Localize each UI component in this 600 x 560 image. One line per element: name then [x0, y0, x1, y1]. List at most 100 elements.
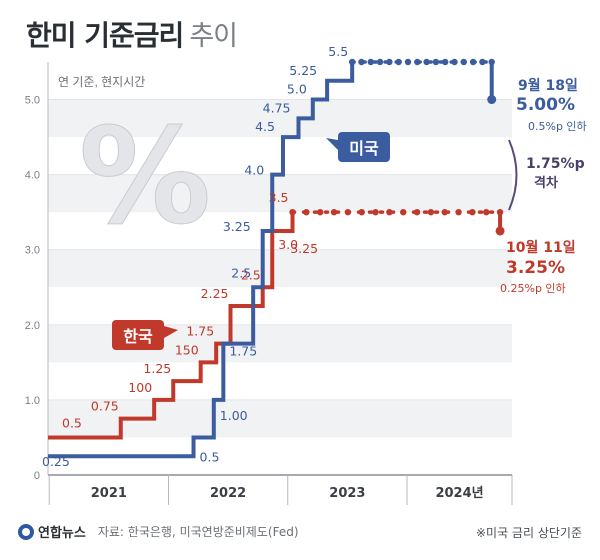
us-hold-dot [460, 58, 468, 66]
kr-step-label: 0.5 [62, 415, 82, 430]
us-step-label: 4.5 [255, 119, 275, 134]
kr-hold-dot [358, 208, 365, 216]
grid-band [48, 174, 512, 213]
grid-layer [48, 99, 512, 476]
y-tick-label: 4.0 [25, 170, 40, 182]
kr-hold-dot [496, 208, 504, 216]
kr-step-label: 3.0 [278, 237, 298, 252]
kr-hold-dot [372, 208, 379, 216]
us-hold-dot [376, 58, 384, 66]
kr-step-label: 100 [128, 380, 152, 395]
brand-name: 연합뉴스 [38, 526, 86, 541]
footer-note: ※미국 금리 상단기준 [475, 526, 582, 540]
kr-series-tag: 한국 [112, 320, 178, 350]
grid-band [48, 249, 512, 288]
rate-chart: % 연 기준, 현지시간 0 1.0 2.0 3.0 4.0 5.0 2021 2022 202… [25, 44, 587, 505]
kr-hold-dot [427, 208, 435, 216]
kr-cut-note: 0.25%p 인하 [500, 281, 566, 295]
us-hold-dot [488, 58, 495, 66]
y-tick-label: 2.0 [25, 320, 40, 332]
chart-note: 연 기준, 현지시간 [58, 75, 145, 89]
source-text: 자료: 한국은행, 미국연방준비제도(Fed) [97, 525, 299, 539]
us-hold-dot [423, 58, 430, 66]
us-step-label: 1.00 [220, 408, 248, 423]
us-hold-dot [404, 58, 412, 66]
us-hold-dot [479, 58, 486, 66]
us-hold-dot [414, 58, 421, 66]
kr-hold-dot [400, 208, 407, 216]
us-series-tag: 미국 [326, 132, 390, 162]
kr-step-label: 2.25 [201, 286, 229, 301]
x-tick-label: 2021 [91, 486, 127, 501]
us-rate-line [48, 62, 355, 459]
kr-hold-dot [483, 208, 490, 216]
kr-step-label: 1.75 [186, 324, 214, 339]
kr-hold-dot [455, 208, 462, 216]
us-cut-note: 0.5%p 인하 [528, 119, 587, 133]
grid-band [48, 99, 512, 138]
kr-rate-line [48, 212, 295, 440]
y-tick-label: 0 [34, 470, 40, 482]
us-hold-dot [442, 58, 449, 66]
us-step-label: 2.5 [231, 265, 251, 280]
gap-label: 격차 [534, 175, 558, 191]
footer-source: 연합뉴스 자료: 한국은행, 미국연방준비제도(Fed) [18, 522, 299, 541]
us-cut-date: 9월 18일 [518, 77, 578, 94]
us-hold-dot [469, 58, 477, 66]
y-tick-label: 5.0 [25, 95, 40, 107]
kr-hold-dot [303, 208, 310, 216]
us-hold-dot [367, 58, 374, 66]
kr-hold-dot [344, 208, 352, 216]
kr-hold-dot [441, 208, 448, 216]
us-hold-dot [451, 58, 458, 66]
us-step-label: 1.75 [229, 344, 257, 359]
kr-hold-dot [413, 208, 421, 216]
us-hold-dot [395, 58, 402, 66]
us-hold-dot [348, 58, 356, 66]
us-rate-value: 5.00% [516, 95, 575, 115]
us-step-label: 4.0 [244, 163, 264, 178]
us-step-label: 5.25 [289, 63, 317, 78]
us-hold-dot [386, 58, 393, 66]
gap-annotation: 1.75%p 격차 [508, 139, 585, 211]
kr-step-label: 3.25 [290, 241, 318, 256]
title: 한미 기준금리 추이 [26, 14, 238, 54]
x-tick-label: 2024년 [435, 486, 483, 501]
us-hold-dot [358, 58, 365, 66]
title-sub: 추이 [189, 21, 238, 52]
data-label-layer: 0.50.751001.251501.752.252.53.03.253.50.… [42, 44, 348, 469]
kr-tag-label: 한국 [123, 327, 153, 346]
us-step-label: 3.25 [223, 219, 251, 234]
kr-rate-value: 3.25% [506, 258, 565, 278]
kr-hold-dot [330, 208, 338, 216]
kr-step-label: 2.5 [241, 267, 261, 282]
kr-hold-dot [316, 208, 324, 216]
us-end-point [487, 95, 497, 105]
kr-hold-dot [469, 208, 476, 216]
kr-hold-dot [386, 208, 393, 216]
kr-step-label: 0.75 [91, 399, 119, 414]
series-layer [48, 58, 505, 459]
us-cut-annotation: 9월 18일 5.00% 0.5%p 인하 [516, 77, 587, 133]
x-tick-label: 2023 [329, 486, 365, 501]
us-step-label: 5.0 [287, 82, 307, 97]
us-step-label: 5.5 [328, 44, 348, 59]
kr-cut-annotation: 10월 11일 3.25% 0.25%p 인하 [500, 239, 576, 295]
kr-step-label: 1.25 [143, 361, 171, 376]
gap-bracket [508, 139, 518, 211]
us-step-label: 0.25 [42, 454, 70, 469]
y-tick-label: 3.0 [25, 245, 40, 257]
kr-hold-dot [289, 208, 296, 216]
us-hold-dot [432, 58, 440, 66]
percent-watermark: % [79, 100, 211, 254]
yonhap-logo-icon [18, 523, 34, 540]
gap-value: 1.75%p [526, 156, 585, 172]
kr-step-label: 3.5 [269, 190, 289, 205]
x-tick-label: 2022 [210, 486, 246, 501]
us-step-label: 4.75 [263, 100, 291, 115]
kr-cut-date: 10월 11일 [506, 239, 576, 256]
y-tick-label: 1.0 [25, 395, 40, 407]
kr-end-point [495, 226, 505, 236]
axis-layer: 0 1.0 2.0 3.0 4.0 5.0 2021 2022 2023 2024년 [25, 62, 513, 505]
